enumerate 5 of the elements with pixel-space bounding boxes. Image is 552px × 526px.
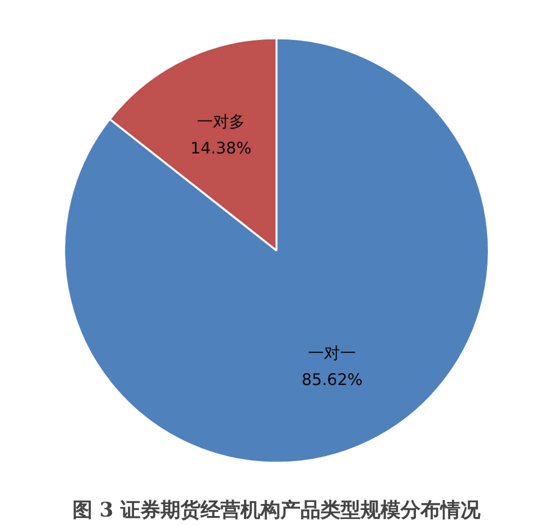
text: 图 3 证券期货经营机构产品类型规模分布情况 xyxy=(72,498,482,522)
slice-label: 一对多 xyxy=(196,112,245,132)
data-label: 14.38% xyxy=(190,138,252,158)
slice-label: 一对一 xyxy=(308,343,356,362)
data-label: 85.62% xyxy=(302,370,363,389)
